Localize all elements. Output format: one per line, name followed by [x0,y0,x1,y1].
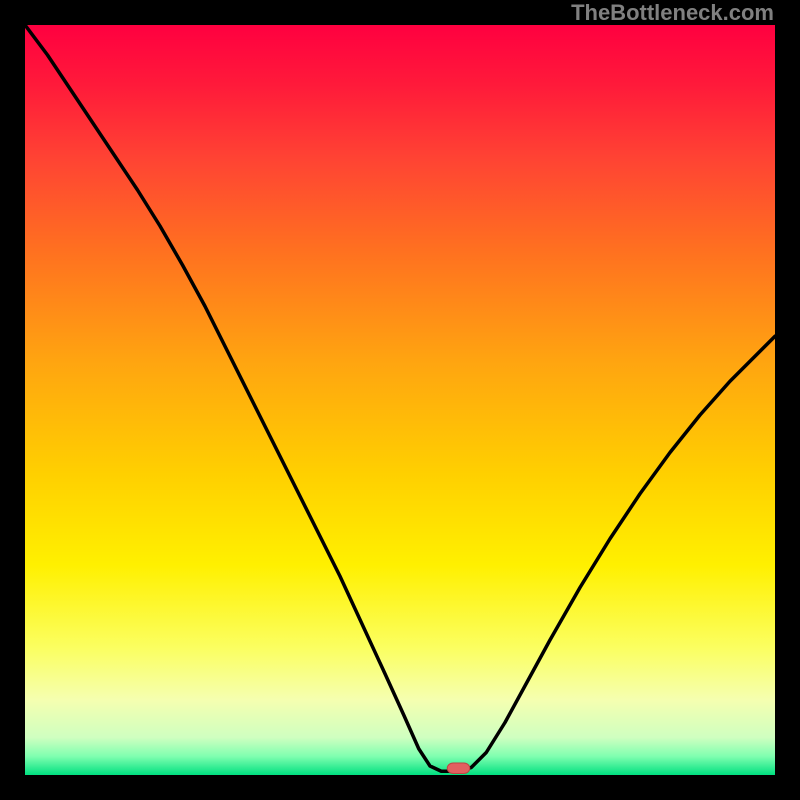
chart-area [25,25,775,775]
bottleneck-chart [25,25,775,775]
watermark: TheBottleneck.com [571,0,774,26]
optimal-point-marker [447,763,470,774]
heat-gradient-background [25,25,775,775]
